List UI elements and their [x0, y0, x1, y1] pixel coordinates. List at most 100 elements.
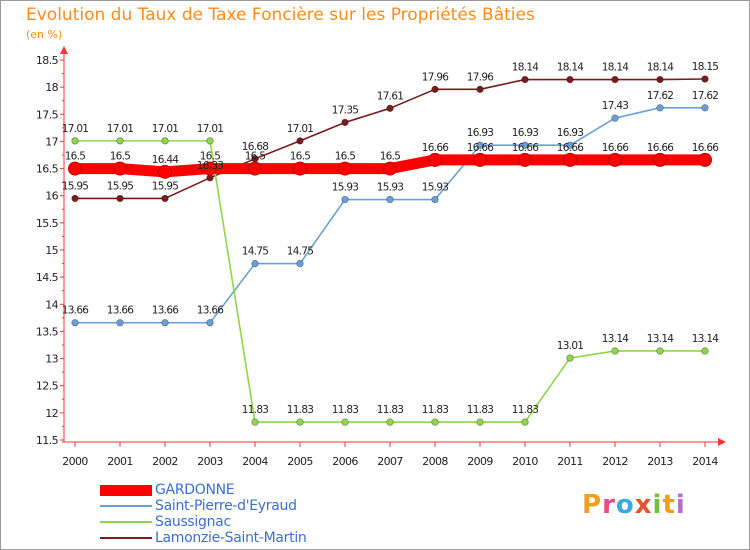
data-point	[203, 161, 217, 176]
data-label: 11.83	[242, 404, 269, 416]
data-point	[386, 104, 394, 113]
x-tick-label: 2008	[422, 455, 448, 468]
data-label: 16.5	[245, 151, 266, 163]
data-point	[653, 152, 667, 167]
data-point	[71, 319, 79, 327]
data-point	[251, 418, 259, 426]
logo-letter: i	[675, 490, 686, 520]
data-label: 13.66	[62, 305, 90, 317]
data-point	[248, 161, 262, 176]
data-label: 17.01	[107, 123, 134, 135]
data-point	[521, 418, 529, 426]
logo-letter: r	[602, 490, 616, 520]
x-tick-label: 2000	[62, 455, 88, 468]
data-label: 17.96	[422, 71, 450, 83]
y-tick-label: 15.5	[36, 217, 59, 230]
data-point	[341, 418, 349, 426]
data-label: 16.66	[467, 142, 495, 154]
x-tick-label: 2003	[197, 455, 223, 468]
data-label: 17.62	[647, 90, 674, 102]
data-point	[611, 347, 619, 355]
x-tick-label: 2005	[287, 455, 313, 468]
data-label: 11.83	[422, 404, 449, 416]
data-point	[68, 161, 82, 176]
data-point	[386, 418, 394, 426]
data-point	[701, 347, 709, 355]
legend-item: Saint-Pierre-d'Eyraud	[100, 498, 307, 514]
data-point	[341, 195, 349, 204]
data-point	[431, 418, 439, 426]
y-tick-label: 18	[45, 81, 58, 94]
y-axis-arrow	[60, 46, 68, 54]
data-point	[383, 161, 397, 176]
legend-swatch	[100, 537, 152, 539]
data-label: 16.66	[422, 142, 450, 154]
data-point	[341, 118, 349, 127]
data-label: 16.5	[380, 151, 401, 163]
data-point	[206, 319, 214, 327]
legend-swatch	[100, 484, 152, 496]
data-point	[428, 152, 442, 167]
data-point	[161, 194, 169, 203]
y-tick-label: 13.5	[36, 325, 59, 338]
data-point	[701, 75, 709, 83]
chart-subtitle: (en %)	[26, 28, 63, 41]
y-tick-label: 17	[45, 135, 58, 148]
data-point	[158, 164, 172, 179]
data-point	[296, 259, 304, 268]
y-tick-label: 16	[45, 190, 58, 203]
data-label: 17.96	[467, 71, 495, 83]
legend-item: GARDONNE	[100, 482, 307, 498]
y-tick-label: 14.5	[36, 271, 59, 284]
data-label: 11.83	[512, 404, 539, 416]
data-point	[71, 194, 79, 203]
data-point	[611, 114, 619, 122]
data-point	[701, 104, 709, 112]
data-label: 13.01	[557, 340, 584, 352]
data-label: 18.14	[557, 62, 585, 74]
data-label: 11.83	[377, 404, 404, 416]
data-label: 16.93	[512, 127, 539, 139]
data-label: 15.95	[107, 180, 134, 192]
x-tick-label: 2013	[647, 455, 673, 468]
chart-legend: GARDONNE Saint-Pierre-d'Eyraud Saussignac L…	[100, 482, 307, 546]
data-point	[563, 152, 577, 167]
data-label: 14.75	[287, 246, 314, 258]
legend-item: Lamonzie-Saint-Martin	[100, 530, 307, 546]
data-label: 16.66	[647, 142, 675, 154]
data-point	[71, 137, 79, 145]
data-label: 13.14	[692, 333, 720, 345]
data-label: 11.83	[467, 404, 494, 416]
x-tick-label: 2011	[557, 455, 583, 468]
y-tick-label: 18.5	[36, 54, 59, 67]
data-label: 11.83	[332, 404, 359, 416]
legend-label: Lamonzie-Saint-Martin	[155, 530, 307, 546]
data-label: 16.5	[110, 151, 131, 163]
data-label: 16.66	[512, 142, 540, 154]
data-point	[473, 152, 487, 167]
data-label: 17.01	[62, 123, 89, 135]
data-point	[338, 161, 352, 176]
data-label: 17.01	[197, 123, 224, 135]
data-point	[608, 152, 622, 167]
data-label: 17.43	[602, 100, 629, 112]
x-tick-label: 2012	[602, 455, 628, 468]
y-tick-label: 16.5	[36, 163, 59, 176]
data-point	[566, 141, 574, 149]
data-point	[116, 137, 124, 145]
series-line	[75, 106, 705, 324]
data-point	[296, 418, 304, 426]
data-point	[566, 75, 574, 84]
data-label: 18.14	[647, 62, 675, 74]
data-point	[113, 161, 127, 176]
data-label: 18.15	[692, 61, 719, 73]
data-label: 16.33	[197, 160, 224, 172]
data-label: 15.95	[152, 180, 179, 192]
data-label: 15.93	[422, 182, 449, 194]
data-point	[566, 354, 574, 362]
data-point	[161, 319, 169, 327]
data-point	[521, 75, 529, 84]
data-label: 16.5	[335, 151, 356, 163]
data-point	[656, 75, 664, 84]
